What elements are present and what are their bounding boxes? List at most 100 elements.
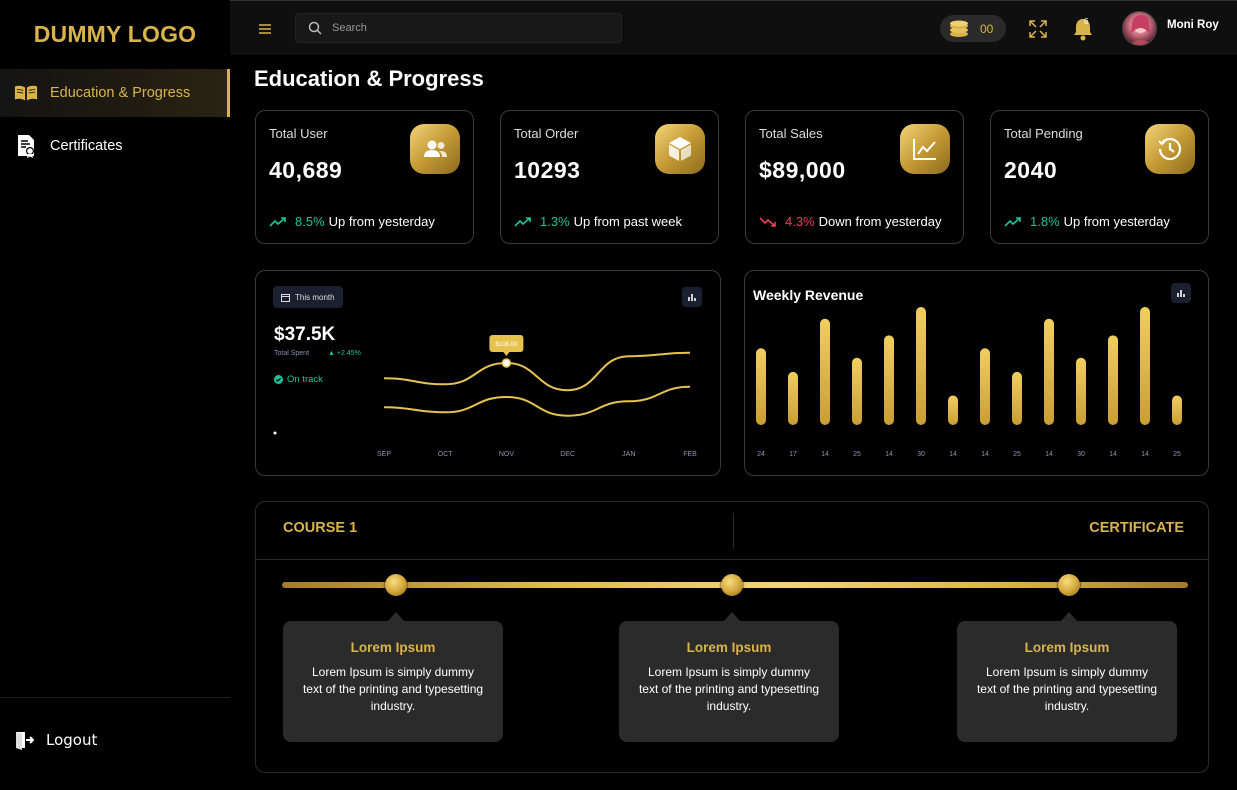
tooltip-arrow bbox=[387, 612, 405, 622]
course-title[interactable]: COURSE 1 bbox=[283, 520, 358, 536]
series-line-1 bbox=[383, 351, 691, 392]
milestone-body: Lorem Ipsum is simply dummy text of the … bbox=[638, 665, 820, 713]
highlight-label: $108.00 bbox=[496, 342, 518, 348]
bar bbox=[1140, 307, 1150, 425]
x-tick-label: 14 bbox=[1141, 451, 1149, 458]
stat-trend-text: Up from yesterday bbox=[328, 214, 435, 229]
bar bbox=[948, 395, 958, 425]
open-book-icon bbox=[14, 81, 38, 105]
stat-percent: 1.8% bbox=[1030, 214, 1060, 229]
weekly-revenue-card: Weekly Revenue 24 17 14 25 14 30 14 14 25 14 30 14 1… bbox=[744, 270, 1209, 476]
stat-trend-text: Up from yesterday bbox=[1063, 214, 1170, 229]
x-tick-label: 14 bbox=[949, 451, 957, 458]
bar-chart-icon bbox=[1177, 290, 1185, 297]
search-input[interactable] bbox=[332, 22, 612, 34]
coins-balance[interactable]: 00 bbox=[940, 15, 1006, 42]
search-icon bbox=[308, 21, 322, 35]
bar bbox=[1012, 371, 1022, 425]
trend-up-icon bbox=[514, 216, 531, 227]
history-icon bbox=[1145, 124, 1195, 174]
total-spent-change: ▲ +2.45% bbox=[328, 350, 361, 357]
bar bbox=[916, 307, 926, 425]
x-tick-label: 14 bbox=[981, 451, 989, 458]
tooltip-arrow bbox=[723, 612, 741, 622]
bar-chart: 24 17 14 25 14 30 14 14 25 14 30 14 14 25 bbox=[756, 307, 1182, 458]
brand-logo[interactable]: DUMMY LOGO bbox=[33, 20, 197, 47]
stat-card-total-order: Total Order 10293 1.3% Up from past week bbox=[500, 110, 719, 244]
x-tick-label: 14 bbox=[885, 451, 893, 458]
x-tick-label: 25 bbox=[1173, 451, 1181, 458]
x-tick-label: JAN bbox=[622, 451, 635, 458]
highlight-tooltip-arrow bbox=[503, 352, 510, 356]
stat-card-total-sales: Total Sales $89,000 4.3% Down from yeste… bbox=[745, 110, 964, 244]
notifications-button[interactable] bbox=[1072, 17, 1094, 41]
sidebar-item-label: Certificates bbox=[50, 138, 123, 154]
certificate-link[interactable]: CERTIFICATE bbox=[1089, 520, 1184, 536]
total-spent-label: Total Spent bbox=[274, 350, 310, 357]
milestone-marker[interactable] bbox=[721, 574, 743, 596]
user-name[interactable]: Moni Roy bbox=[1167, 19, 1219, 31]
milestone-card: Lorem Ipsum Lorem Ipsum is simply dummy … bbox=[957, 621, 1177, 742]
stat-trend: 4.3% Down from yesterday bbox=[759, 214, 941, 229]
logout-button[interactable]: Logout bbox=[14, 730, 97, 750]
x-tick-label: 14 bbox=[1109, 451, 1117, 458]
x-tick-label: OCT bbox=[438, 451, 454, 458]
sidebar-item-label: Education & Progress bbox=[50, 85, 191, 101]
certificate-icon bbox=[14, 134, 38, 158]
milestone-marker[interactable] bbox=[385, 574, 407, 596]
stat-label: Total Sales bbox=[759, 126, 823, 141]
bell-icon bbox=[1074, 19, 1092, 41]
stat-trend: 1.8% Up from yesterday bbox=[1004, 214, 1170, 229]
header-divider bbox=[733, 513, 734, 549]
milestone-heading: Lorem Ipsum bbox=[686, 640, 772, 655]
milestone-heading: Lorem Ipsum bbox=[1024, 640, 1110, 655]
fullscreen-button[interactable] bbox=[1028, 19, 1048, 39]
bar bbox=[884, 335, 894, 425]
logout-icon bbox=[14, 730, 35, 750]
page-title: Education & Progress bbox=[254, 66, 484, 91]
sidebar-item-education-progress[interactable]: Education & Progress bbox=[0, 69, 230, 117]
sidebar-item-certificates[interactable]: Certificates bbox=[0, 122, 230, 170]
menu-toggle-button[interactable] bbox=[258, 21, 272, 35]
sidebar-divider bbox=[0, 697, 230, 698]
stat-trend: 1.3% Up from past week bbox=[514, 214, 682, 229]
users-icon bbox=[410, 124, 460, 174]
coins-value: 00 bbox=[980, 21, 994, 36]
spending-chart-card: This month $37.5K Total Spent ▲ +2.45% O… bbox=[255, 270, 721, 476]
total-spent-value: $37.5K bbox=[274, 324, 336, 345]
stat-percent: 8.5% bbox=[295, 214, 325, 229]
chart-options-button[interactable] bbox=[682, 287, 702, 307]
avatar[interactable] bbox=[1122, 11, 1157, 46]
milestone-marker[interactable] bbox=[1058, 574, 1080, 596]
search-box bbox=[295, 13, 622, 43]
milestone-body: Lorem Ipsum is simply dummy text of the … bbox=[302, 665, 484, 713]
status-on-track: On track bbox=[274, 374, 323, 385]
milestone-card: Lorem Ipsum Lorem Ipsum is simply dummy … bbox=[283, 621, 503, 742]
x-tick-label: NOV bbox=[499, 451, 515, 458]
trend-down-icon bbox=[759, 216, 776, 227]
x-tick-label: 14 bbox=[821, 451, 829, 458]
bar bbox=[1108, 335, 1118, 425]
highlight-point bbox=[501, 358, 512, 368]
stat-card-total-user: Total User 40,689 8.5% Up from yesterday bbox=[255, 110, 474, 244]
bar bbox=[980, 348, 990, 425]
expand-icon bbox=[1029, 20, 1047, 38]
tooltip-arrow bbox=[1060, 612, 1078, 622]
stat-trend: 8.5% Up from yesterday bbox=[269, 214, 435, 229]
period-selector[interactable]: This month bbox=[273, 286, 343, 308]
trend-up-icon bbox=[1004, 216, 1021, 227]
milestone-card: Lorem Ipsum Lorem Ipsum is simply dummy … bbox=[619, 621, 839, 742]
chart-options-button[interactable] bbox=[1171, 283, 1191, 303]
bar bbox=[820, 318, 830, 425]
status-label: On track bbox=[287, 374, 323, 385]
stat-label: Total User bbox=[269, 126, 328, 141]
bar bbox=[852, 357, 862, 425]
bar-chart-icon bbox=[688, 294, 696, 301]
trend-up-icon bbox=[269, 216, 286, 227]
topbar: 00 6 Moni Roy bbox=[230, 0, 1237, 55]
bar bbox=[1172, 395, 1182, 425]
section-divider bbox=[256, 559, 1208, 560]
weekly-revenue-title: Weekly Revenue bbox=[753, 287, 864, 303]
stat-value: $89,000 bbox=[759, 157, 846, 183]
stat-label: Total Order bbox=[514, 126, 579, 141]
